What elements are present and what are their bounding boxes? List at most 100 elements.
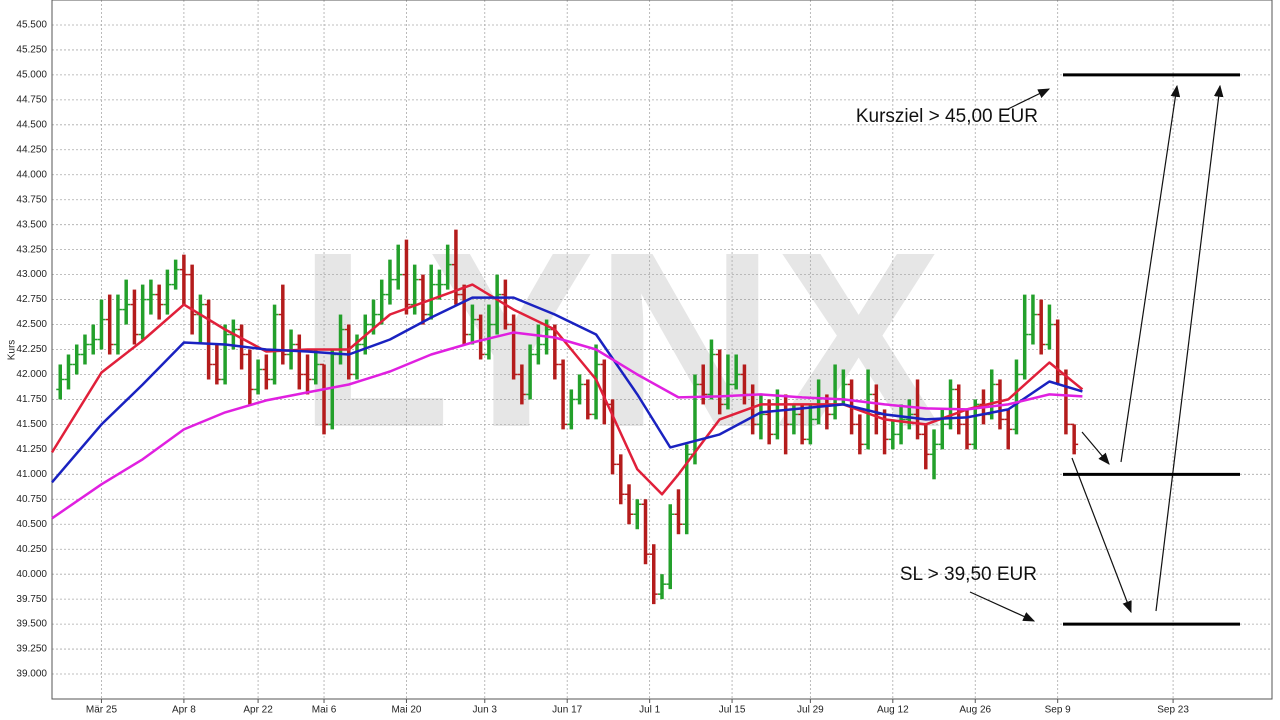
ohlc-bar: [138, 284, 147, 340]
ohlc-bar: [658, 574, 666, 600]
ohlc-bar: [418, 274, 427, 325]
ohlc-bar: [303, 354, 312, 395]
y-tick-label: 42.750: [16, 294, 47, 305]
y-tick-label: 40.750: [16, 494, 47, 505]
ohlc-bar: [460, 284, 469, 345]
arrow: [1081, 431, 1110, 465]
y-tick-label: 40.500: [16, 519, 47, 530]
ohlc-bar: [897, 404, 906, 445]
ohlc-bar: [1053, 319, 1062, 385]
ohlc-bar: [1004, 409, 1013, 450]
ohlc-bar: [1045, 304, 1054, 350]
ohlc-bar: [616, 454, 625, 505]
ohlc-bar: [723, 354, 732, 410]
y-tick-label: 45.250: [16, 45, 47, 56]
watermark: LYNX: [298, 200, 942, 479]
x-tick-label: Jul 1: [639, 705, 661, 716]
ohlc-bar: [221, 324, 230, 385]
ohlc-bar: [97, 299, 106, 350]
ohlc-bar: [493, 274, 502, 335]
ohlc-bar: [567, 389, 576, 430]
ohlc-bar: [913, 379, 922, 440]
y-tick-label: 39.500: [16, 619, 47, 630]
ohlc-bar: [394, 244, 403, 290]
ohlc-bar: [146, 279, 155, 315]
annotation: SL > 39,50 EUR: [900, 564, 1037, 585]
y-tick-label: 43.000: [16, 269, 47, 280]
ohlc-bar: [204, 299, 213, 380]
arrow: [1007, 88, 1051, 110]
ohlc-bar: [171, 259, 180, 290]
x-tick-label: Apr 8: [172, 705, 196, 716]
ohlc-bar: [72, 344, 81, 375]
ohlc-bar: [262, 354, 271, 390]
ohlc-bar: [427, 264, 436, 320]
ohlc-bar: [1037, 299, 1046, 355]
ohlc-bar: [608, 399, 617, 475]
ohlc-bar: [526, 344, 535, 400]
ohlc-bar: [1070, 423, 1079, 455]
x-tick-label: Sep 9: [1045, 705, 1072, 716]
y-tick-label: 42.250: [16, 344, 47, 355]
ohlc-bar: [559, 359, 568, 430]
x-tick-label: Sep 23: [1157, 705, 1189, 716]
ohlc-bar: [89, 324, 98, 355]
annotation: Kursziel > 45,00 EUR: [856, 106, 1038, 127]
y-axis-label: Kurs: [7, 340, 18, 361]
ohlc-bar: [534, 324, 543, 365]
moving-average: [51, 296, 1083, 484]
moving-average: [51, 331, 1083, 520]
arrow: [1155, 84, 1224, 612]
ohlc-bar: [122, 279, 131, 325]
ohlc-bar: [484, 304, 493, 360]
ohlc-bar: [130, 289, 139, 345]
ohlc-bar: [938, 409, 947, 450]
ohlc-bar: [105, 294, 114, 355]
ohlc-bar: [921, 424, 930, 470]
y-tick-label: 43.250: [16, 244, 47, 255]
arrow: [1120, 84, 1181, 463]
ohlc-bar: [707, 339, 716, 400]
ohlc-bar: [625, 484, 634, 525]
y-tick-label: 45.500: [16, 20, 47, 31]
y-tick-label: 40.250: [16, 544, 47, 555]
arrow: [1071, 457, 1132, 614]
y-tick-label: 44.750: [16, 94, 47, 105]
y-tick-label: 45.000: [16, 70, 47, 81]
ohlc-bar: [64, 354, 73, 390]
ohlc-bar: [476, 314, 485, 360]
ohlc-bar: [468, 304, 477, 345]
ohlc-bar: [715, 349, 724, 415]
y-tick-label: 42.500: [16, 319, 47, 330]
ohlc-bar: [443, 244, 452, 290]
y-tick-label: 41.500: [16, 419, 47, 430]
ohlc-bar: [212, 344, 221, 385]
x-tick-label: Jun 17: [552, 705, 582, 716]
y-tick-label: 40.000: [16, 569, 47, 580]
ohlc-bar: [385, 259, 394, 305]
ohlc-bar: [1028, 294, 1037, 345]
x-tick-label: Mär 25: [86, 705, 118, 716]
y-tick-label: 39.000: [16, 669, 47, 680]
ohlc-bar: [163, 269, 172, 315]
ohlc-bar: [320, 363, 329, 435]
ohlc-bar: [254, 359, 263, 395]
ohlc-bar: [451, 229, 460, 305]
y-tick-label: 43.500: [16, 219, 47, 230]
ohlc-bar: [855, 414, 864, 455]
y-tick-label: 39.250: [16, 644, 47, 655]
x-tick-label: Jul 15: [719, 705, 746, 716]
ohlc-bar: [1012, 359, 1021, 435]
ohlc-bar: [56, 364, 65, 400]
ohlc-bar: [245, 349, 254, 405]
ohlc-bar: [649, 544, 658, 605]
plot-frame: [51, 0, 1273, 700]
ohlc-bar: [674, 489, 683, 535]
ohlc-bar: [435, 269, 444, 300]
x-tick-label: Jun 3: [473, 705, 498, 716]
ohlc-bar: [1020, 294, 1029, 380]
arrow: [969, 591, 1036, 622]
y-tick-label: 39.750: [16, 594, 47, 605]
ohlc-bar: [402, 239, 411, 315]
